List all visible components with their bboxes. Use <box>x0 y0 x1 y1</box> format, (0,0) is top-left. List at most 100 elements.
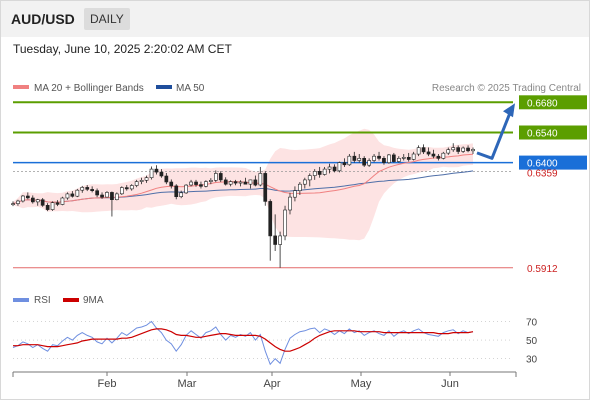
candle <box>174 184 179 200</box>
candle-body <box>337 162 342 172</box>
candle <box>159 169 164 178</box>
candle <box>115 192 119 201</box>
candle <box>401 154 406 161</box>
candle-body <box>204 181 208 187</box>
month-label: May <box>351 378 372 390</box>
candle <box>70 191 75 198</box>
candle-body <box>258 173 263 186</box>
candle-body <box>391 154 396 162</box>
candle-body <box>154 168 159 173</box>
candle-body <box>85 187 90 190</box>
candle-body <box>169 181 174 187</box>
candle <box>337 161 342 173</box>
candle-body <box>134 181 139 186</box>
candle <box>30 195 35 204</box>
candle <box>144 175 149 183</box>
level-label-last-price: 0.6359 <box>527 169 558 180</box>
candle-body <box>327 166 332 170</box>
candle <box>283 205 287 241</box>
month-label: Mar <box>178 378 197 390</box>
candle-body <box>30 197 35 203</box>
candle-body <box>65 193 70 199</box>
candle <box>396 156 401 163</box>
candle <box>322 166 327 176</box>
ma20-line <box>12 153 474 205</box>
candle <box>194 179 198 187</box>
candle-body <box>253 179 258 186</box>
candle <box>248 179 253 189</box>
rsi-ma-legend-swatch <box>63 298 79 302</box>
candle <box>312 169 317 180</box>
candle-body <box>214 173 218 181</box>
candle-body <box>471 149 475 152</box>
candle <box>302 177 307 189</box>
candle-body <box>288 196 292 211</box>
candle-body <box>199 184 203 187</box>
rsi-tick-label: 50 <box>526 336 538 347</box>
candle-body <box>278 235 283 245</box>
candle-body <box>55 202 60 205</box>
time-axis: Feb Mar Apr May Jun <box>12 371 517 390</box>
candle-body <box>401 157 406 159</box>
candle <box>431 149 436 159</box>
candle <box>362 156 367 167</box>
candle-body <box>90 189 94 191</box>
candle-body <box>317 171 322 175</box>
candle <box>80 185 85 193</box>
candle <box>149 166 154 180</box>
candle <box>421 144 426 155</box>
candle <box>451 143 456 152</box>
level-tag-support <box>519 155 587 170</box>
candle-body <box>411 153 416 160</box>
ma20-legend-label: MA 20 + Bollinger Bands <box>34 83 144 94</box>
candle-body <box>223 179 228 185</box>
candle <box>367 158 372 167</box>
candle <box>45 203 50 212</box>
candle-body <box>421 147 426 153</box>
candle <box>243 177 248 185</box>
candle <box>357 154 362 163</box>
candle-body <box>441 152 446 159</box>
candle-body <box>60 197 65 205</box>
candle <box>273 214 278 251</box>
level-tag-resistance <box>519 95 587 110</box>
candle-body <box>35 199 40 203</box>
candle <box>347 154 352 166</box>
candle <box>387 154 391 164</box>
chart-datetime: Tuesday, June 10, 2025 2:20:02 AM CET <box>13 42 232 56</box>
candle <box>95 188 99 198</box>
level-tag-resistance <box>519 125 587 140</box>
level-label-low: 0.5912 <box>527 264 558 275</box>
candle <box>120 186 124 195</box>
candle-body <box>139 180 144 182</box>
candle-body <box>396 158 401 162</box>
candle-body <box>129 185 134 190</box>
ma50-legend-swatch <box>156 85 172 89</box>
candle <box>253 175 258 187</box>
candle <box>55 200 60 207</box>
candle-body <box>50 202 55 210</box>
candle <box>461 146 466 153</box>
level-label-resistance: 0.6540 <box>527 129 558 140</box>
candle <box>411 151 416 161</box>
candle-body <box>416 147 421 155</box>
candle-body <box>11 203 15 206</box>
candle-body <box>446 149 451 154</box>
candle <box>129 184 134 191</box>
candle-body <box>164 175 169 183</box>
candle-body <box>75 189 80 197</box>
rsi-tick-label: 30 <box>526 355 538 366</box>
candle-body <box>382 158 386 163</box>
candle-body <box>322 168 327 175</box>
bollinger-band <box>13 128 473 241</box>
timeframe-badge[interactable]: DAILY <box>84 8 130 30</box>
candle <box>352 151 357 163</box>
candle <box>456 145 461 155</box>
candle <box>65 192 70 200</box>
candle <box>16 199 20 206</box>
candle <box>209 178 213 185</box>
candle <box>40 197 45 207</box>
candle-body <box>233 181 238 184</box>
